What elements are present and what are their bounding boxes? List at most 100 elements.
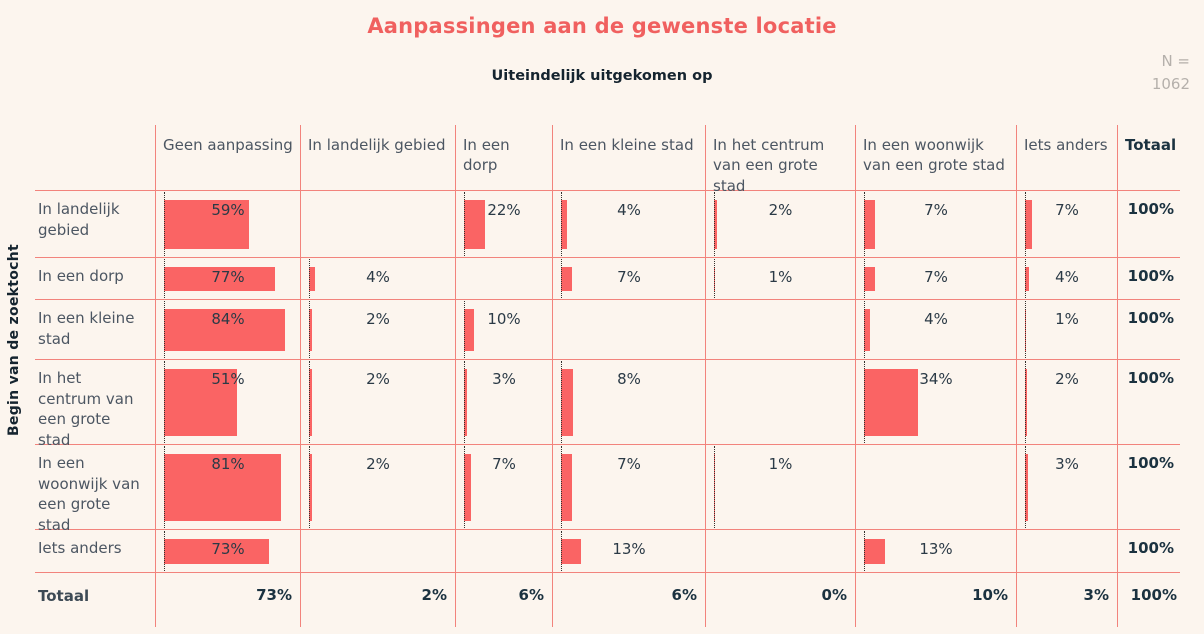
value-label: 7% bbox=[924, 201, 948, 219]
value-cell: 7% bbox=[855, 258, 1016, 300]
chart-title: Aanpassingen aan de gewenste locatie bbox=[367, 14, 837, 38]
bar-baseline bbox=[164, 531, 165, 571]
value-bar bbox=[309, 267, 316, 291]
value-bar bbox=[1025, 200, 1032, 249]
value-label: 13% bbox=[919, 540, 953, 558]
value-cell bbox=[705, 300, 855, 360]
bar-baseline bbox=[309, 446, 310, 528]
column-header-label: In het centrum van een grote stad bbox=[713, 136, 825, 195]
value-cell: 4% bbox=[300, 258, 455, 300]
crosstab-table: Geen aanpassing In landelijk gebied In een… bbox=[35, 125, 1180, 627]
value-label: 1% bbox=[1055, 310, 1079, 328]
bar-baseline bbox=[164, 361, 165, 443]
bar-baseline bbox=[164, 192, 165, 256]
bar-baseline bbox=[1025, 301, 1026, 358]
value-label: 2% bbox=[1055, 370, 1079, 388]
value-label: 22% bbox=[487, 201, 521, 219]
value-bar bbox=[561, 369, 574, 436]
column-header-label: Geen aanpassing bbox=[163, 136, 293, 154]
column-header: Geen aanpassing bbox=[155, 125, 300, 191]
bar-baseline bbox=[714, 259, 715, 298]
value-bar bbox=[164, 539, 270, 564]
totals-row-label: Totaal bbox=[38, 587, 90, 605]
value-label: 84% bbox=[211, 310, 245, 328]
value-cell: 2% bbox=[1016, 360, 1117, 445]
row-label: In een dorp bbox=[35, 258, 155, 300]
value-cell: 7% bbox=[1016, 191, 1117, 258]
value-cell: 34% bbox=[855, 360, 1016, 445]
column-header-label: Iets anders bbox=[1024, 136, 1108, 154]
value-bar bbox=[864, 309, 871, 351]
value-bar bbox=[309, 309, 313, 351]
row-total-cell: 100% bbox=[1117, 530, 1180, 573]
row-total-cell: 100% bbox=[1117, 258, 1180, 300]
value-label: 2% bbox=[366, 370, 390, 388]
totals-value-cell: 6% bbox=[455, 573, 552, 627]
value-label: 4% bbox=[366, 268, 390, 286]
bar-baseline bbox=[309, 259, 310, 298]
column-header-label: In een dorp bbox=[463, 136, 510, 175]
value-label: 81% bbox=[211, 455, 245, 473]
column-header-label: In een woonwijk van een grote stad bbox=[863, 136, 1005, 175]
value-cell: 7% bbox=[552, 258, 705, 300]
totals-value-cell: 10% bbox=[855, 573, 1016, 627]
value-cell: 4% bbox=[552, 191, 705, 258]
value-label: 3% bbox=[1055, 455, 1079, 473]
value-label: 2% bbox=[768, 201, 793, 219]
value-bar bbox=[1025, 267, 1029, 291]
value-cell bbox=[552, 300, 705, 360]
bar-baseline bbox=[714, 446, 715, 528]
value-label: 73% bbox=[211, 540, 245, 558]
value-label: 34% bbox=[919, 370, 953, 388]
value-cell: 2% bbox=[300, 360, 455, 445]
value-cell: 8% bbox=[552, 360, 705, 445]
row-label: In een kleine stad bbox=[35, 300, 155, 360]
value-label: 7% bbox=[1055, 201, 1079, 219]
bar-baseline bbox=[864, 259, 865, 298]
value-cell bbox=[300, 191, 455, 258]
value-cell: 10% bbox=[455, 300, 552, 360]
bar-baseline bbox=[1025, 361, 1026, 443]
value-cell bbox=[455, 530, 552, 573]
totals-value-cell: 3% bbox=[1016, 573, 1117, 627]
value-bar bbox=[864, 200, 876, 249]
totals-value-cell: 100% bbox=[1117, 573, 1180, 627]
bar-baseline bbox=[864, 301, 865, 358]
bar-baseline bbox=[561, 192, 562, 256]
column-header: In een woonwijk van een grote stad bbox=[855, 125, 1016, 191]
value-cell: 7% bbox=[552, 445, 705, 530]
value-cell: 81% bbox=[155, 445, 300, 530]
value-label: 1% bbox=[768, 268, 793, 286]
column-header: In het centrum van een grote stad bbox=[705, 125, 855, 195]
bar-baseline bbox=[1025, 259, 1026, 298]
value-bar bbox=[464, 200, 486, 249]
value-cell: 1% bbox=[705, 258, 855, 300]
bar-baseline bbox=[864, 192, 865, 256]
value-bar bbox=[1025, 454, 1028, 521]
bar-baseline bbox=[714, 192, 715, 256]
row-total-cell: 100% bbox=[1117, 300, 1180, 360]
bar-baseline bbox=[561, 259, 562, 298]
value-label: 2% bbox=[366, 310, 390, 328]
totals-value-cell: 2% bbox=[300, 573, 455, 627]
value-bar bbox=[864, 539, 885, 564]
bar-baseline bbox=[464, 361, 465, 443]
value-label: 7% bbox=[617, 455, 641, 473]
value-bar bbox=[164, 200, 249, 249]
bar-baseline bbox=[309, 301, 310, 358]
bar-baseline bbox=[164, 259, 165, 298]
value-cell bbox=[1016, 530, 1117, 573]
row-label: In het centrum van een grote stad bbox=[35, 360, 155, 449]
bar-baseline bbox=[164, 301, 165, 358]
bar-baseline bbox=[1025, 192, 1026, 256]
value-label: 59% bbox=[211, 201, 245, 219]
value-cell: 3% bbox=[455, 360, 552, 445]
column-header-label: In landelijk gebied bbox=[308, 136, 446, 154]
value-cell: 22% bbox=[455, 191, 552, 258]
value-cell bbox=[705, 360, 855, 445]
value-cell: 2% bbox=[300, 445, 455, 530]
bar-baseline bbox=[864, 361, 865, 443]
value-bar bbox=[464, 309, 474, 351]
value-cell: 2% bbox=[705, 191, 855, 258]
column-header-label: Totaal bbox=[1125, 136, 1177, 154]
